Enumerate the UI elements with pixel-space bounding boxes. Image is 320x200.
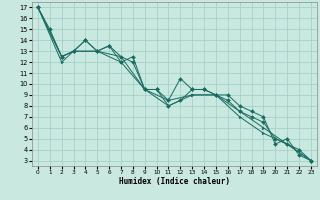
X-axis label: Humidex (Indice chaleur): Humidex (Indice chaleur) [119,177,230,186]
